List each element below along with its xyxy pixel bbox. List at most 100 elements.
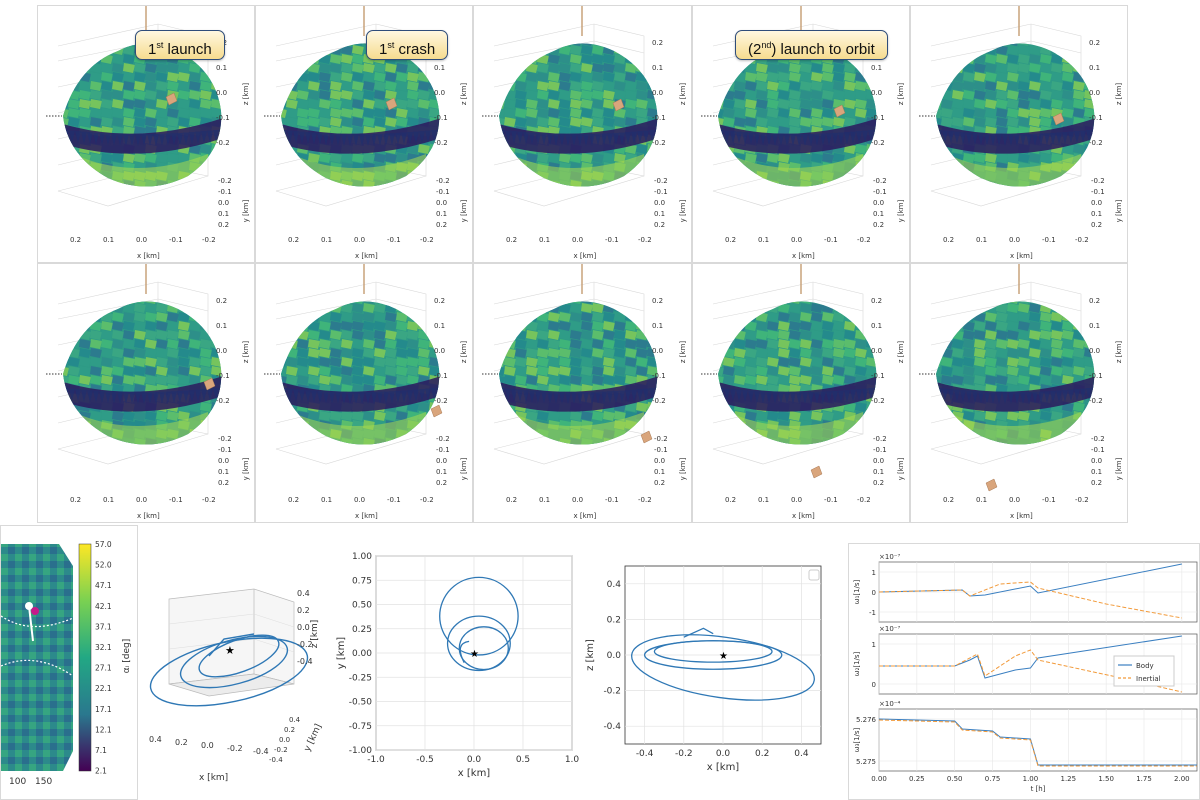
orbit-xy-plot: -1.0 -0.5 0.0 0.5 1.0 1.00 0.75 0.50 0.25 0.00 -0.…: [336, 552, 580, 779]
z-axis-ticks: 0.2 0.1 0.0 -0.1 -0.2: [652, 39, 666, 147]
svg-text:0.1: 0.1: [218, 468, 229, 476]
svg-text:x [km]: x [km]: [792, 252, 815, 260]
ytick: 0.4: [607, 580, 622, 590]
svg-text:0.1: 0.1: [539, 236, 550, 244]
xtick: 0.2: [755, 749, 769, 759]
svg-text:y [km]: y [km]: [460, 199, 468, 222]
surface-map: [1, 544, 73, 771]
incidence-angle-map: 57.0 52.0 47.1 42.1 37.1 32.1 27.1 22.1 17.1 12.1…: [1, 540, 132, 787]
svg-text:y [km]: y [km]: [897, 199, 905, 222]
series-inertial: [878, 719, 1197, 767]
xtick: -1.0: [367, 755, 385, 765]
svg-text:-0.1: -0.1: [824, 496, 838, 504]
x-axis-ticks: 0.2 0.1 0.0 -0.1 -0.2: [506, 496, 652, 504]
svg-text:-0.2: -0.2: [420, 236, 434, 244]
asteroid-frame-r2-c5: 0.2 0.1 0.0 -0.1 -0.2 z [km] -0.2 -0.1 0.0 0.1 0.2…: [910, 263, 1128, 523]
svg-text:x [km]: x [km]: [574, 512, 597, 520]
svg-text:0.2: 0.2: [943, 236, 954, 244]
xtick: 0.0: [467, 755, 482, 765]
svg-text:0.0: 0.0: [434, 89, 445, 97]
orbit-3d-ztick: 0.4: [297, 589, 310, 598]
ytick: 1.00: [352, 552, 372, 562]
cubesat: [640, 430, 653, 444]
orbit-xz-panel: -0.4 -0.2 0.0 0.2 0.4 0.4 0.2 0.0 -0.2 -0.4 x [km]…: [580, 543, 832, 800]
svg-text:-0.2: -0.2: [1075, 496, 1089, 504]
svg-text:0.0: 0.0: [136, 236, 147, 244]
cubesat: [203, 377, 216, 391]
omega-xtick: 1.50: [1098, 775, 1114, 783]
ytick: 0.50: [352, 601, 372, 611]
angular-velocity-panel: 1 0 -1 ×10⁻⁷ ω₁[1/s] 1 0 ×10⁻⁷ ω₂[1/s] 5.276 5.275…: [848, 543, 1200, 800]
svg-text:0.2: 0.2: [725, 496, 736, 504]
ytick: 0.75: [352, 576, 372, 586]
svg-text:-0.1: -0.1: [605, 236, 619, 244]
svg-text:0.0: 0.0: [1091, 199, 1102, 207]
svg-text:z [km]: z [km]: [679, 341, 687, 364]
colorbar-tick: 57.0: [95, 540, 112, 549]
orbit-3d-trajectory: [149, 633, 309, 707]
asteroid-body: [281, 43, 440, 187]
svg-text:-0.2: -0.2: [1075, 236, 1089, 244]
svg-text:x [km]: x [km]: [137, 512, 160, 520]
colorbar: [78, 543, 92, 772]
y-axis-ticks: -0.2 -0.1 0.0 0.1 0.2: [436, 177, 450, 229]
svg-text:-0.1: -0.1: [434, 372, 448, 380]
svg-text:0.1: 0.1: [103, 236, 114, 244]
angular-velocity-plot: 10-1×10⁻⁷ω₁[1/s]10×10⁻⁷ω₂[1/s]5.2765.275…: [853, 553, 1198, 793]
svg-text:-0.2: -0.2: [434, 397, 448, 405]
svg-text:-0.1: -0.1: [216, 114, 230, 122]
callout-first-launch: 1st launch: [135, 30, 225, 60]
colorbar-tick: 12.1: [95, 725, 112, 734]
orbit-3d-xlabel: x [km]: [199, 773, 228, 783]
svg-text:z [km]: z [km]: [242, 341, 250, 364]
svg-text:0.2: 0.2: [1089, 297, 1100, 305]
svg-text:0.1: 0.1: [1091, 210, 1102, 218]
svg-text:0.1: 0.1: [654, 210, 665, 218]
colorbar-label: αᵢ [deg]: [122, 639, 132, 673]
svg-text:y [km]: y [km]: [679, 457, 687, 480]
xlabel: x [km]: [707, 762, 740, 773]
svg-text:0.0: 0.0: [436, 199, 447, 207]
svg-text:0.2: 0.2: [218, 479, 229, 487]
omega-xtick: 1.00: [1023, 775, 1039, 783]
svg-text:0.2: 0.2: [288, 236, 299, 244]
svg-text:0.0: 0.0: [216, 347, 227, 355]
svg-text:0.2: 0.2: [216, 297, 227, 305]
svg-text:-0.1: -0.1: [873, 188, 887, 196]
colorbar-tick: 2.1: [95, 767, 107, 776]
svg-text:0.1: 0.1: [652, 64, 663, 72]
omega-ylabel: ω₂[1/s]: [853, 651, 861, 676]
x-axis-ticks: 0.2 0.1 0.0 -0.1 -0.2: [70, 496, 216, 504]
xtick: 1.0: [565, 755, 580, 765]
svg-text:0.1: 0.1: [758, 236, 769, 244]
svg-text:-0.1: -0.1: [436, 446, 450, 454]
svg-text:0.2: 0.2: [873, 479, 884, 487]
legend-body: Body: [1136, 662, 1154, 670]
svg-text:-0.2: -0.2: [436, 435, 450, 443]
omega-scale: ×10⁻⁷: [879, 625, 900, 633]
orbit-3d-ytick: -0.2: [274, 746, 288, 754]
orbit-3d-ztick: -0.2: [297, 640, 313, 649]
orbit-3d-panel: ★ 0.4 0.2 0.0 -0.2 -0.4 z [km] 0.4 0.2 0.0 -0.2…: [138, 543, 333, 800]
svg-text:0.2: 0.2: [70, 236, 81, 244]
orbit-3d-xtick: -0.4: [253, 747, 269, 756]
svg-text:0.1: 0.1: [758, 496, 769, 504]
svg-text:x [km]: x [km]: [355, 512, 378, 520]
asteroid-body: [499, 43, 658, 187]
svg-text:0.1: 0.1: [654, 468, 665, 476]
svg-text:-0.1: -0.1: [654, 188, 668, 196]
svg-text:-0.2: -0.2: [857, 236, 871, 244]
z-axis-ticks: 0.2 0.1 0.0 -0.1 -0.2: [434, 297, 448, 405]
asteroid-frame-r2-c2: 0.2 0.1 0.0 -0.1 -0.2 z [km] -0.2 -0.1 0.0 0.1 0.2…: [255, 263, 473, 523]
svg-text:z [km]: z [km]: [460, 341, 468, 364]
x-axis-ticks: 0.2 0.1 0.0 -0.1 -0.2: [725, 236, 871, 244]
svg-text:-0.1: -0.1: [1089, 372, 1103, 380]
svg-text:0.0: 0.0: [216, 89, 227, 97]
svg-text:-0.1: -0.1: [1042, 496, 1056, 504]
x-axis-ticks: 0.2 0.1 0.0 -0.1 -0.2: [943, 236, 1089, 244]
svg-text:-0.2: -0.2: [654, 177, 668, 185]
ylabel: y [km]: [336, 637, 347, 670]
svg-text:0.0: 0.0: [218, 457, 229, 465]
y-axis-ticks: -0.2 -0.1 0.0 0.1 0.2: [873, 177, 887, 229]
svg-text:0.0: 0.0: [652, 89, 663, 97]
